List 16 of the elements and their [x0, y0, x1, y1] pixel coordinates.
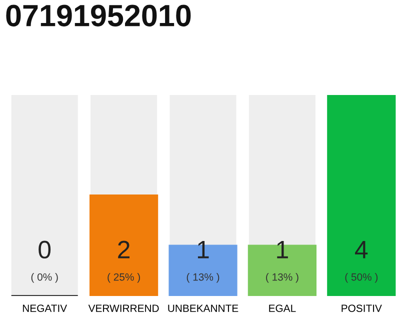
annotation: ( 25% )	[108, 273, 140, 283]
annotation: ( 13% )	[266, 273, 298, 283]
x-tick-label: POSITIV	[342, 304, 382, 312]
x-tick-label: EGAL	[269, 304, 296, 312]
annotation: ( 50% )	[345, 273, 378, 283]
x-tick-label: NEGATIV	[22, 304, 68, 312]
annotation: ( 13% )	[186, 273, 220, 283]
annotation: ( 0% )	[31, 273, 58, 283]
chart-title: 07191952010	[6, 4, 191, 26]
x-tick-label: UNBEKANNTE	[168, 304, 238, 312]
data-label: 0	[38, 240, 51, 258]
data-label: 2	[118, 240, 130, 258]
data-label: 1	[277, 241, 288, 258]
data-label: 1	[198, 241, 209, 258]
x-tick-label: VERWIRREND	[88, 304, 159, 312]
data-label: 4	[355, 241, 368, 258]
